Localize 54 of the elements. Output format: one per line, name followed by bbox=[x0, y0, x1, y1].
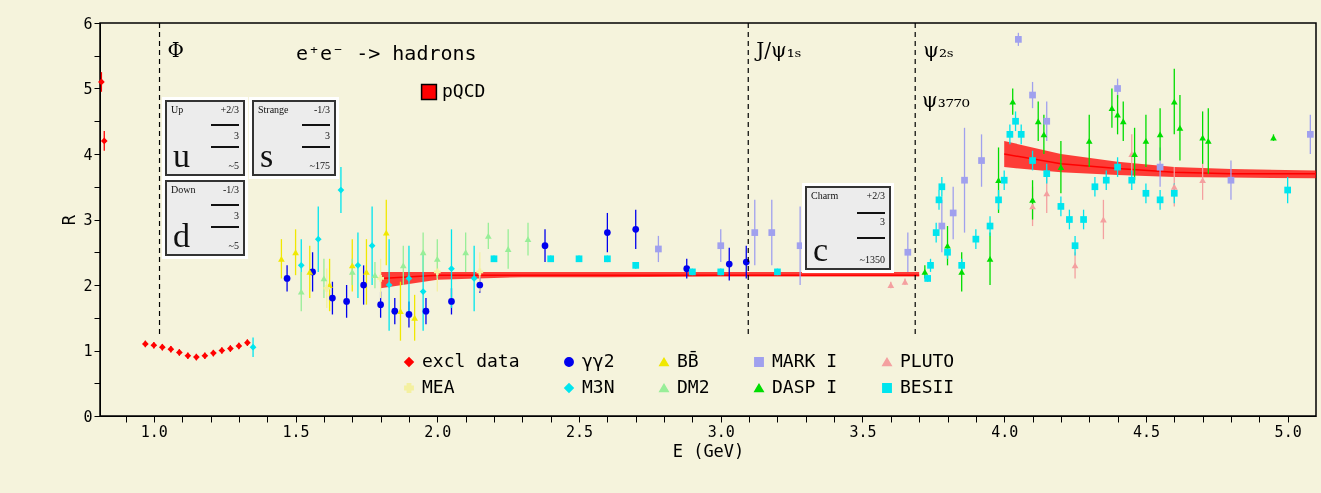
annotation: Down bbox=[171, 184, 196, 195]
annotation: 3 bbox=[880, 216, 885, 227]
legend-label: MARK I bbox=[772, 350, 838, 371]
annotation: d bbox=[173, 217, 190, 254]
annotation: ~1350 bbox=[859, 254, 885, 265]
y-axis-title: R bbox=[59, 214, 80, 226]
annotation: u bbox=[173, 137, 190, 174]
annotation: ~175 bbox=[309, 160, 330, 171]
y-tick-label: 4 bbox=[83, 145, 93, 164]
x-tick-label: 4.5 bbox=[1132, 422, 1160, 441]
x-tick-label: 5.0 bbox=[1274, 422, 1302, 441]
y-tick-label: 3 bbox=[83, 211, 93, 229]
annotation: +2/3 bbox=[866, 190, 885, 201]
legend-label: DASP I bbox=[772, 376, 838, 397]
legend-label: excl data bbox=[422, 350, 520, 371]
x-tick-label: 2.0 bbox=[424, 422, 452, 441]
annotation: Strange bbox=[258, 104, 289, 115]
ref-line-label: ψ₂ₛ bbox=[923, 38, 954, 62]
legend-label: BESII bbox=[900, 376, 955, 397]
x-tick-label: 4.0 bbox=[991, 422, 1019, 441]
x-tick-label: 2.5 bbox=[565, 422, 594, 441]
annotation: Charm bbox=[811, 190, 839, 201]
text: e⁺e⁻ -> hadrons bbox=[295, 41, 477, 65]
y-tick-label: 0 bbox=[83, 407, 93, 426]
annotation: 3 bbox=[234, 210, 239, 221]
annotation: 3 bbox=[325, 130, 330, 141]
y-tick-label: 1 bbox=[83, 342, 93, 360]
annotation: Up bbox=[171, 104, 184, 115]
x-axis-title: E (GeV) bbox=[672, 440, 745, 461]
annotation: s bbox=[260, 137, 274, 174]
x-tick-label: 3.5 bbox=[849, 422, 877, 441]
annotation: +2/3 bbox=[220, 104, 239, 115]
ref-line-label: J/ψ₁ₛ bbox=[754, 38, 802, 62]
legend-label: M3N bbox=[582, 376, 615, 397]
annotation: ~5 bbox=[228, 240, 239, 251]
annotation: 3 bbox=[234, 130, 239, 141]
legend-label: MEA bbox=[422, 376, 455, 397]
legend-label: pQCD bbox=[442, 80, 486, 101]
annotation: c bbox=[813, 231, 829, 268]
annotation: -1/3 bbox=[222, 184, 239, 195]
x-tick-label: 1.0 bbox=[140, 422, 168, 441]
legend-label: γγ2 bbox=[582, 350, 615, 371]
annotation: ψ₃₇₇₀ bbox=[922, 88, 970, 112]
x-tick-label: 1.5 bbox=[282, 422, 310, 441]
legend-label: BB̄ bbox=[677, 349, 699, 371]
annotation: -1/3 bbox=[313, 104, 330, 115]
ref-line-label: Φ bbox=[167, 38, 184, 62]
y-tick-label: 6 bbox=[83, 14, 93, 33]
y-tick-label: 5 bbox=[83, 80, 93, 98]
annotation: ~5 bbox=[228, 160, 239, 171]
y-tick-label: 2 bbox=[83, 276, 93, 295]
legend-label: PLUTO bbox=[900, 350, 955, 371]
legend-label: DM2 bbox=[677, 376, 710, 397]
x-tick-label: 3.0 bbox=[707, 422, 735, 441]
